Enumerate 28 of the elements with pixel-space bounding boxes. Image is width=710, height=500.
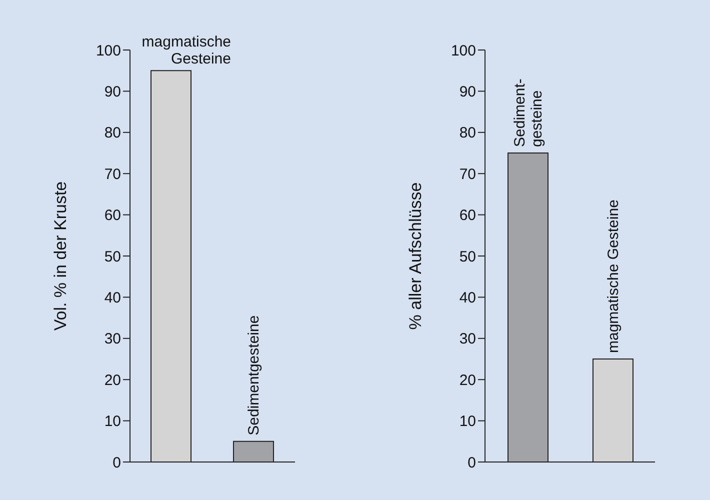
annotation: Sedimentgesteine	[246, 315, 262, 436]
annotation: magmatische Gesteine	[142, 34, 231, 68]
y-tick-label: 80	[459, 124, 476, 142]
y-tick-label: 60	[459, 207, 476, 224]
y-tick-label: 90	[459, 84, 476, 101]
y-tick-label: 20	[459, 372, 476, 389]
y-tick-label: 70	[459, 166, 476, 183]
y-tick-label: 40	[104, 290, 121, 307]
y-tick-label: 40	[459, 290, 476, 307]
y-tick-label: 30	[104, 330, 121, 348]
y-tick-label: 0	[468, 454, 476, 472]
y-tick-label: 10	[459, 413, 476, 430]
y-tick-label: 70	[104, 166, 121, 183]
y-tick-label: 100	[96, 42, 121, 60]
y-tick-label: 0	[112, 454, 121, 472]
annotation: Sediment- gesteine	[512, 78, 546, 147]
y-tick-label: 10	[104, 413, 121, 430]
y-tick-label: 30	[459, 330, 476, 348]
y-tick-label: 90	[104, 84, 121, 101]
y-axis-title: % aller Aufschlüsse	[406, 182, 426, 330]
y-tick-label: 100	[450, 42, 476, 60]
annotation: magmatische Gesteine	[605, 200, 622, 353]
y-tick-label: 60	[104, 207, 121, 224]
y-tick-label: 50	[459, 248, 476, 266]
y-tick-label: 20	[104, 372, 121, 389]
y-tick-label: 50	[104, 248, 121, 266]
y-axis-title: Vol. % in der Kruste	[51, 181, 70, 331]
y-tick-label: 80	[104, 124, 121, 142]
